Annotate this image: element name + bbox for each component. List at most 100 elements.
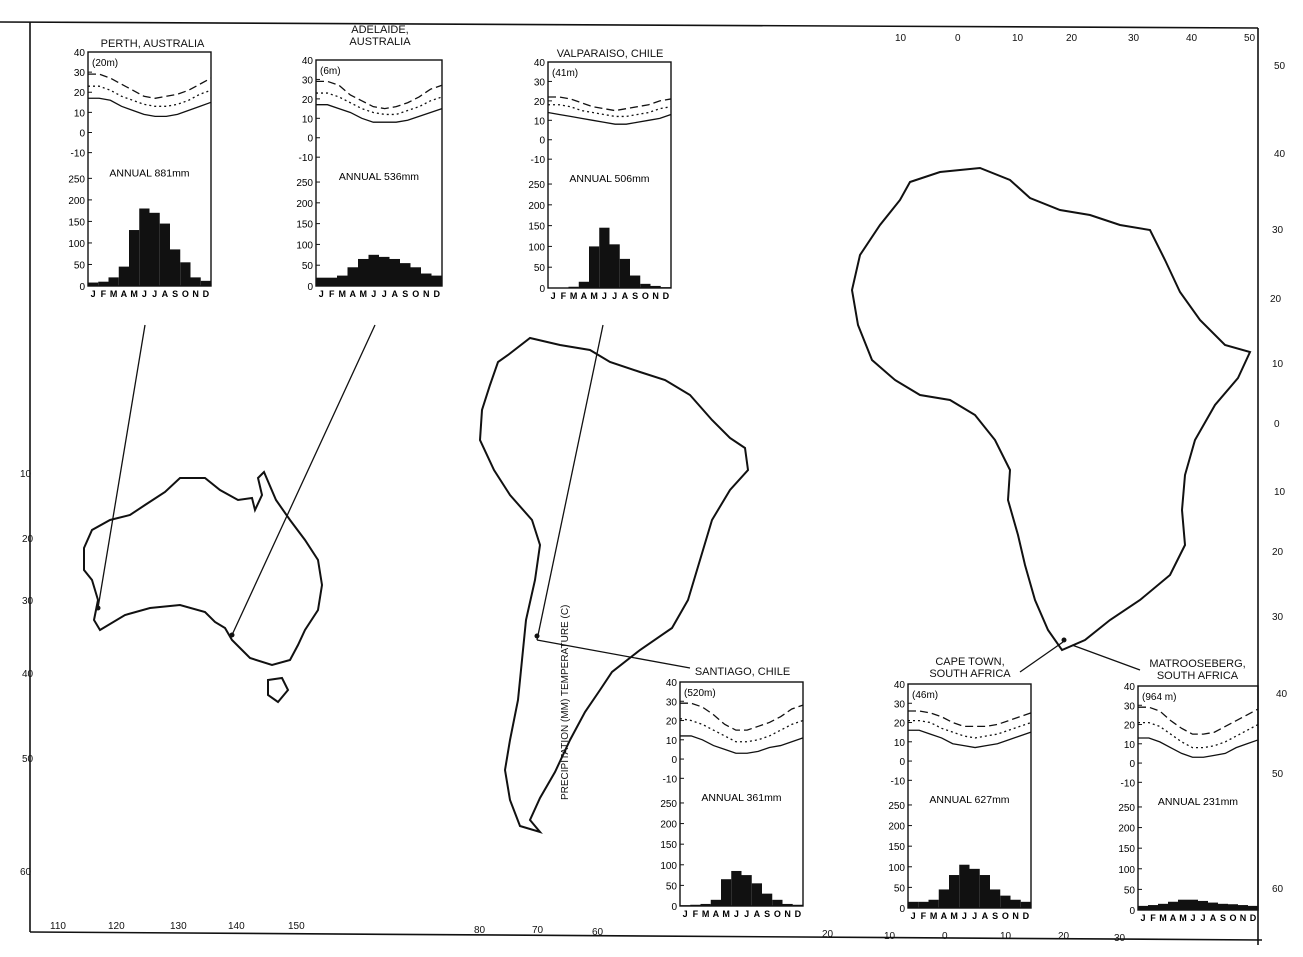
australia-outline xyxy=(83,470,324,667)
precip-bar-santiago-4 xyxy=(721,879,732,906)
right-tick-11: 60 xyxy=(1272,884,1284,895)
temp-mean-line-matroosberg xyxy=(1138,721,1259,749)
month-label-capetown-11: D xyxy=(1023,911,1030,921)
left-tick-5: 60 xyxy=(20,867,32,878)
temp-tick-santiago-2: 20 xyxy=(666,717,678,728)
month-label-capetown-8: S xyxy=(992,911,998,921)
right-tick-0: 50 xyxy=(1274,61,1286,72)
month-label-santiago-8: S xyxy=(764,909,770,919)
precip-tick-adelaide-5: 0 xyxy=(307,282,313,293)
valparaiso-leader-line xyxy=(536,324,604,641)
month-label-perth-0: J xyxy=(91,289,96,299)
precip-tick-capetown-0: 250 xyxy=(888,801,905,812)
temp-min-line-matroosberg xyxy=(1138,737,1259,758)
month-label-valparaiso-5: J xyxy=(602,291,607,301)
right-tick-3: 20 xyxy=(1270,294,1282,305)
temp-max-line-valparaiso xyxy=(548,96,672,112)
precip-bar-capetown-3 xyxy=(938,889,949,908)
precip-bar-perth-10 xyxy=(190,277,201,286)
left-tick-1: 20 xyxy=(22,534,34,545)
right-tick-10: 50 xyxy=(1272,769,1284,780)
precip-tick-matroosberg-1: 200 xyxy=(1118,824,1135,835)
temp-tick-perth-5: -10 xyxy=(71,149,86,160)
precip-bar-valparaiso-2 xyxy=(568,286,579,288)
precip-tick-capetown-1: 200 xyxy=(888,822,905,833)
perth-title: PERTH, AUSTRALIA xyxy=(100,38,205,50)
month-label-matroosberg-4: M xyxy=(1179,913,1187,923)
map-top-border xyxy=(0,21,1259,29)
top-tick-4: 30 xyxy=(1128,33,1140,44)
precip-tick-santiago-4: 50 xyxy=(666,881,678,892)
month-label-adelaide-7: A xyxy=(392,289,399,299)
temp-tick-valparaiso-2: 20 xyxy=(534,97,546,108)
right-tick-6: 10 xyxy=(1274,487,1286,498)
month-label-adelaide-4: M xyxy=(360,289,368,299)
precip-bar-valparaiso-11 xyxy=(660,287,671,288)
bottom-tick-sa-3: 20 xyxy=(822,929,834,940)
precip-bar-capetown-4 xyxy=(949,875,960,908)
month-label-perth-6: J xyxy=(152,289,157,299)
precip-bar-adelaide-9 xyxy=(410,267,421,286)
month-label-matroosberg-5: J xyxy=(1190,913,1195,923)
month-label-capetown-7: A xyxy=(982,911,989,921)
precip-tick-matroosberg-3: 100 xyxy=(1118,865,1135,876)
month-label-santiago-6: J xyxy=(744,909,749,919)
month-label-capetown-2: M xyxy=(930,911,938,921)
month-label-matroosberg-10: N xyxy=(1240,913,1247,923)
bottom-tick-sa-0: 80 xyxy=(474,925,486,936)
right-tick-1: 40 xyxy=(1274,149,1286,160)
month-label-santiago-7: A xyxy=(754,909,761,919)
temp-tick-matroosberg-4: 0 xyxy=(1129,759,1135,770)
temp-min-line-valparaiso xyxy=(547,111,672,125)
month-label-adelaide-0: J xyxy=(319,289,324,299)
month-label-santiago-10: N xyxy=(784,909,791,919)
left-tick-2: 30 xyxy=(22,596,34,607)
precip-tick-matroosberg-0: 250 xyxy=(1118,803,1135,814)
precip-bar-capetown-6 xyxy=(969,868,980,908)
temp-max-line-perth xyxy=(88,73,212,99)
temp-tick-matroosberg-2: 20 xyxy=(1124,721,1136,732)
month-label-perth-5: J xyxy=(142,289,147,299)
temp-max-line-matroosberg xyxy=(1138,706,1259,735)
bottom-tick-aus-1: 120 xyxy=(108,921,125,932)
bottom-tick-af-3: 20 xyxy=(1058,931,1070,942)
month-label-valparaiso-9: O xyxy=(642,291,649,301)
temp-tick-santiago-5: -10 xyxy=(663,774,678,785)
left-tick-0: 10 xyxy=(20,469,32,480)
precip-bar-adelaide-4 xyxy=(358,258,369,286)
precip-tick-perth-1: 200 xyxy=(68,196,85,207)
precip-bar-capetown-1 xyxy=(918,901,929,908)
month-label-santiago-3: A xyxy=(713,909,720,919)
month-label-matroosberg-0: J xyxy=(1140,913,1145,923)
precip-bar-valparaiso-6 xyxy=(609,244,620,288)
precip-bar-capetown-0 xyxy=(908,901,919,908)
temp-tick-adelaide-2: 20 xyxy=(302,95,314,106)
santiago-leader-line xyxy=(536,639,691,669)
top-tick-2: 10 xyxy=(1012,33,1024,44)
month-label-santiago-2: M xyxy=(702,909,710,919)
precip-bar-adelaide-0 xyxy=(316,277,327,286)
precip-tick-adelaide-1: 200 xyxy=(296,199,313,210)
precip-bar-valparaiso-8 xyxy=(630,275,641,288)
month-label-perth-10: N xyxy=(192,289,199,299)
capetown-location-dot xyxy=(1061,637,1067,643)
month-label-adelaide-10: N xyxy=(423,289,430,299)
month-label-matroosberg-3: A xyxy=(1170,913,1177,923)
annual-total-valparaiso: ANNUAL 506mm xyxy=(569,173,649,185)
precip-bar-valparaiso-5 xyxy=(599,227,610,288)
elevation-valparaiso: (41m) xyxy=(552,68,578,79)
month-label-matroosberg-7: A xyxy=(1210,913,1217,923)
month-label-capetown-4: M xyxy=(950,911,958,921)
month-label-matroosberg-9: O xyxy=(1229,913,1236,923)
precip-tick-matroosberg-5: 0 xyxy=(1129,906,1135,917)
temp-mean-line-adelaide xyxy=(316,92,443,116)
temp-mean-line-capetown xyxy=(908,719,1032,739)
precip-bar-capetown-5 xyxy=(959,864,970,908)
precip-tick-matroosberg-2: 150 xyxy=(1118,844,1135,855)
precip-bar-santiago-5 xyxy=(731,870,742,906)
temp-tick-adelaide-1: 30 xyxy=(302,75,314,86)
precip-bar-perth-0 xyxy=(88,282,99,286)
month-label-matroosberg-8: S xyxy=(1220,913,1226,923)
